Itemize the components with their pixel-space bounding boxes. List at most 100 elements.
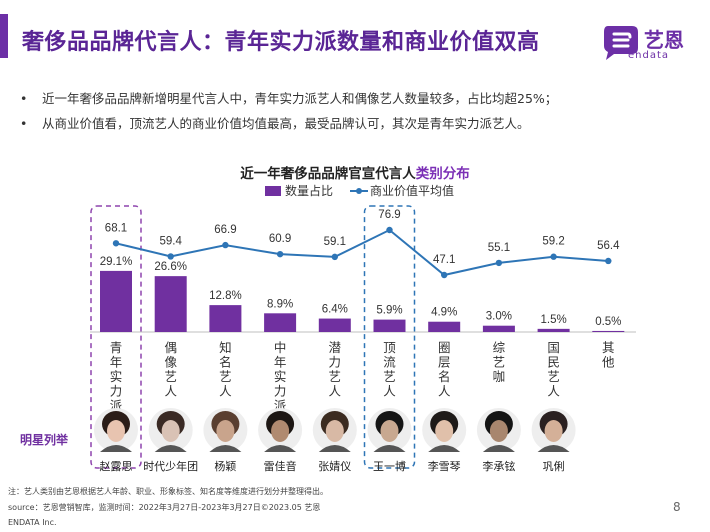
star-name: 时代少年团 <box>143 459 198 473</box>
legend-bar-label: 数量占比 <box>285 183 333 198</box>
endata-logo: 艺恩 endata <box>600 20 700 64</box>
bullet-item: • 从商业价值看，顶流艺人的商业价值均值最高，最受品牌认可，其次是青年实力派艺人。 <box>20 116 530 131</box>
category-label: 顶流艺人 <box>383 340 396 399</box>
legend-line-marker <box>356 188 362 194</box>
bar <box>154 276 187 332</box>
star-name: 王一博 <box>373 460 406 473</box>
star-name: 李承铉 <box>482 459 515 473</box>
bar <box>264 313 297 332</box>
avatar-face <box>435 420 454 442</box>
bar <box>428 321 461 332</box>
bullet-text: 从商业价值看，顶流艺人的商业价值均值最高，最受品牌认可，其次是青年实力派艺人。 <box>42 116 530 131</box>
bar <box>537 328 570 332</box>
star-name: 张婧仪 <box>318 459 351 473</box>
bar <box>592 330 625 332</box>
star-name: 赵露思 <box>100 459 133 473</box>
category-label: 其他 <box>602 340 615 370</box>
legend-bar-swatch <box>265 186 281 196</box>
chart-title-main: 近一年奢侈品品牌官宣代言人 <box>240 166 416 182</box>
line-value-label: 66.9 <box>214 224 236 236</box>
bar <box>209 305 242 332</box>
line-point <box>222 241 229 249</box>
line-point <box>331 253 338 261</box>
footer-source: source：艺恩营销智库，监测时间：2022年3月27日-2023年3月27日… <box>8 503 321 512</box>
avatar-shoulders <box>373 445 406 452</box>
legend-line-label: 商业价值平均值 <box>370 183 454 198</box>
avatar-face <box>544 420 563 442</box>
bar-value-label: 0.5% <box>595 316 621 328</box>
star-name: 杨颖 <box>214 459 236 473</box>
line-value-label: 55.1 <box>488 242 510 254</box>
chart-title: 近一年奢侈品品牌官宣代言人类别分布 <box>0 162 710 182</box>
highlight-box <box>90 205 142 469</box>
line-value-label: 56.4 <box>597 240 620 252</box>
stars-section-label: 明星列举 <box>20 432 69 447</box>
line-value-label: 76.9 <box>378 209 400 221</box>
star-name: 李雪琴 <box>428 459 461 473</box>
line-value-label: 59.2 <box>542 236 564 248</box>
line-point <box>112 240 120 247</box>
avatar-face <box>380 420 399 442</box>
avatar-shoulders <box>537 445 570 452</box>
avatar-shoulders <box>100 445 132 452</box>
page-number: 8 <box>673 500 681 514</box>
line-point <box>605 257 612 265</box>
avatar-face <box>161 420 180 442</box>
avatar-shoulders <box>154 445 187 452</box>
bar-value-label: 4.9% <box>431 307 457 319</box>
summary-bullets: • 近一年奢侈品品牌新增明星代言人中，青年实力派艺人和偶像艺人数量较多，占比均超2… <box>20 86 557 136</box>
bullet-text: 近一年奢侈品品牌新增明星代言人中，青年实力派艺人和偶像艺人数量较多，占比均超25… <box>42 91 558 106</box>
line-point <box>550 253 557 260</box>
footer-company: ENDATA Inc. <box>8 518 57 527</box>
page-title: 奢侈品品牌代言人：青年实力派数量和商业价值双高 <box>22 30 540 55</box>
bar-value-label: 29.1% <box>100 256 133 268</box>
chart-title-highlight: 类别分布 <box>415 166 470 182</box>
category-label: 圈层名人 <box>438 340 451 399</box>
avatar-face <box>216 420 235 442</box>
line-point <box>276 250 284 258</box>
logo-text: 艺恩 <box>644 28 684 52</box>
category-label: 中年实力派 <box>274 340 287 413</box>
star-name: 巩俐 <box>543 460 565 473</box>
star-name: 雷佳音 <box>264 459 297 473</box>
avatar-shoulders <box>264 445 297 452</box>
avatar-face <box>489 420 508 442</box>
bar-value-label: 8.9% <box>267 298 293 310</box>
avatar-shoulders <box>428 445 461 452</box>
line-point <box>167 253 174 260</box>
logo-icon <box>604 26 638 60</box>
bar <box>100 270 132 332</box>
category-label: 知名艺人 <box>219 340 232 399</box>
bar-value-label: 12.8% <box>209 290 242 302</box>
category-label: 偶像艺人 <box>164 340 177 399</box>
bar <box>318 318 351 332</box>
avatar-shoulders <box>209 445 242 452</box>
bar-value-label: 5.9% <box>376 305 402 317</box>
footer-note: 注：艺人类别由艺恩根据艺人年龄、职业、形象标签、知名度等维度进行划分并整理得出。 <box>8 487 328 496</box>
category-label: 青年实力派 <box>110 340 123 413</box>
line-value-label: 68.1 <box>105 222 127 234</box>
avatar-face <box>325 420 344 442</box>
line-point <box>386 226 393 234</box>
avatar-shoulders <box>318 445 351 452</box>
title-accent-bar <box>0 14 8 58</box>
bar <box>373 319 406 332</box>
avatar-face <box>271 420 290 442</box>
line-point <box>441 271 448 279</box>
avatar-shoulders <box>482 445 515 452</box>
category-label: 潜力艺人 <box>329 340 342 399</box>
avatar-face <box>107 420 125 442</box>
line-value-label: 47.1 <box>433 254 455 266</box>
category-label: 国民艺人 <box>547 340 560 399</box>
line-value-label: 60.9 <box>269 233 291 245</box>
bullet-item: • 近一年奢侈品品牌新增明星代言人中，青年实力派艺人和偶像艺人数量较多，占比均超2… <box>20 91 558 106</box>
bar-value-label: 6.4% <box>322 304 348 316</box>
bar-value-label: 3.0% <box>486 311 512 323</box>
highlight-box <box>363 205 416 469</box>
line-series <box>115 228 609 277</box>
category-label: 综艺咖 <box>493 340 506 384</box>
line-value-label: 59.1 <box>324 236 346 248</box>
logo-subtext: endata <box>628 50 670 61</box>
bar-value-label: 26.6% <box>154 261 187 273</box>
